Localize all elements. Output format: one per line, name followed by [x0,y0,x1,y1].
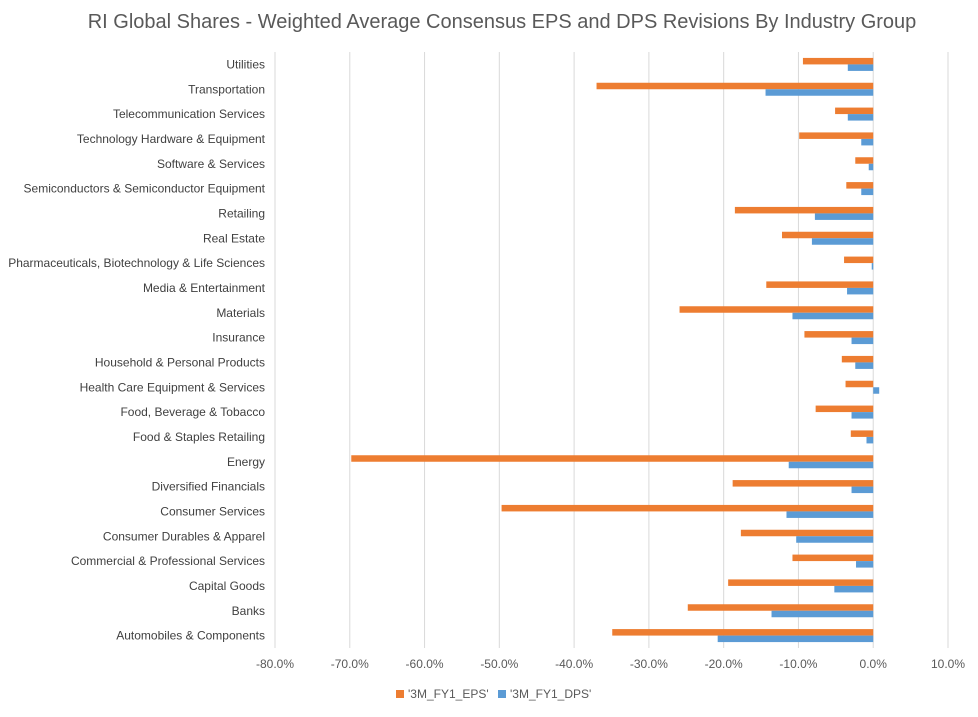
x-tick-label: -70.0% [331,657,369,671]
legend: '3M_FY1_EPS' '3M_FY1_DPS' [396,687,591,701]
bar-eps [846,182,874,189]
bar-dps [866,436,874,444]
x-tick-label: -30.0% [630,657,668,671]
bars [351,57,880,643]
bar-eps [734,206,874,214]
bar-eps [687,604,874,611]
category-label: Insurance [212,331,265,345]
bar-dps [792,312,874,320]
bar-dps [811,238,874,245]
bar-eps [835,107,874,115]
category-label: Food, Beverage & Tobacco [120,405,265,419]
category-label: Consumer Durables & Apparel [103,529,265,543]
bar-dps [856,561,874,568]
category-label: Capital Goods [189,579,265,593]
legend-label-eps: '3M_FY1_EPS' [408,687,489,701]
bar-eps [841,355,874,363]
bar-dps [847,287,874,295]
bar-dps [814,213,874,220]
x-tick-label: 10.0% [931,657,965,671]
bar-dps [851,337,874,345]
category-label: Media & Entertainment [143,281,266,295]
category-label: Transportation [188,82,265,96]
category-label: Utilities [226,57,265,71]
x-tick-label: -40.0% [555,657,593,671]
bar-eps [792,554,874,562]
category-label: Materials [216,306,265,320]
bar-eps [844,256,874,264]
bar-eps [799,132,874,139]
chart-title: RI Global Shares - Weighted Average Cons… [88,11,917,33]
category-label: Technology Hardware & Equipment [77,132,266,146]
category-label: Household & Personal Products [95,355,265,369]
x-tick-label: 0.0% [860,657,888,671]
legend-label-dps: '3M_FY1_DPS' [510,687,591,701]
x-tick-label: -20.0% [705,657,743,671]
gridlines [274,52,949,648]
bar-eps [612,629,874,636]
bar-dps [868,163,874,171]
bar-eps [802,57,874,65]
category-label: Diversified Financials [152,480,265,494]
bar-eps [855,157,874,164]
bar-dps [861,138,874,146]
category-labels: Utilities Transportation Telecommunication… [8,57,265,642]
bar-dps [788,461,874,469]
bar-dps [847,64,874,71]
bar-dps [834,585,874,593]
bar-eps [815,405,874,413]
bar-eps [351,455,874,462]
legend-swatch-dps [498,690,506,698]
bar-dps [873,387,880,394]
category-label: Telecommunication Services [113,107,265,121]
bar-dps [771,610,874,618]
category-label: Pharmaceuticals, Biotechnology & Life Sc… [8,256,265,270]
bar-dps [786,511,874,518]
bar-eps [501,504,874,512]
category-label: Real Estate [203,231,265,245]
category-label: Commercial & Professional Services [71,554,265,568]
legend-swatch-eps [396,690,404,698]
bar-dps [847,114,874,121]
bar-dps [796,536,874,543]
category-label: Retailing [218,206,265,220]
category-label: Energy [227,455,265,469]
bar-dps [871,263,874,270]
x-tick-label: -80.0% [256,657,294,671]
category-label: Software & Services [157,157,265,171]
bar-eps [781,231,874,239]
bar-dps [765,89,874,96]
category-label: Automobiles & Components [116,629,265,643]
category-label: Food & Staples Retailing [133,430,265,444]
bar-eps [850,430,874,437]
x-tick-label: -60.0% [406,657,444,671]
bar-eps [596,82,874,90]
bar-eps [804,331,874,338]
bar-dps [861,188,874,196]
bar-dps [851,412,874,419]
bar-dps [851,486,874,494]
bar-eps [845,380,874,388]
category-label: Banks [232,604,265,618]
bar-eps [732,480,874,487]
bar-eps [728,579,874,586]
bar-eps [766,281,874,288]
category-label: Health Care Equipment & Services [80,380,265,394]
bar-dps [855,362,874,369]
x-tick-label: -50.0% [480,657,518,671]
bar-eps [740,529,874,537]
category-label: Consumer Services [160,504,265,518]
x-tick-label: -10.0% [779,657,817,671]
bar-dps [717,635,874,643]
x-axis-ticks: -80.0% -70.0% -60.0% -50.0% -40.0% -30.0% -20.… [256,657,965,671]
bar-eps [679,306,874,313]
category-label: Semiconductors & Semiconductor Equipment [24,182,266,196]
